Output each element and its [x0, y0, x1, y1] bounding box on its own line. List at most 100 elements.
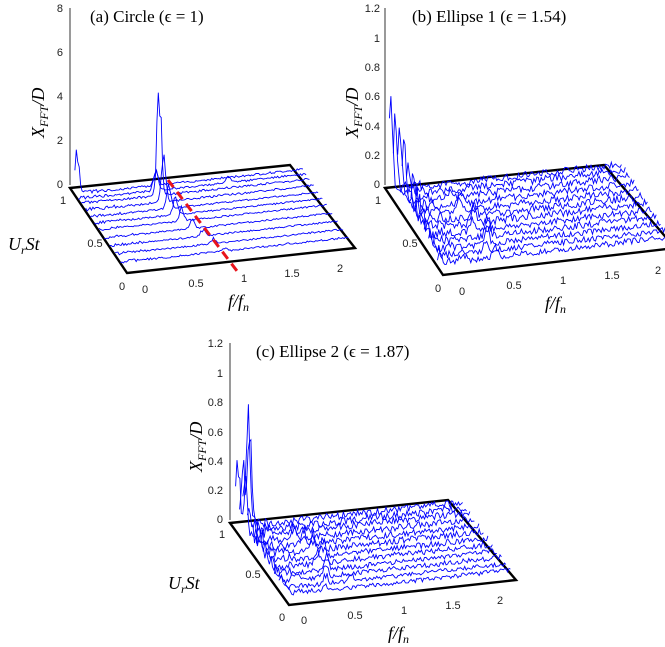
- spectrum-trace: [239, 438, 467, 535]
- panel-a-z-ticks: 8 6 4 2 0: [57, 3, 63, 191]
- panel-b-y-tick: 0.5: [402, 238, 417, 250]
- panel-a-xlabel: f/fn: [228, 291, 249, 314]
- spectrum-trace: [85, 154, 314, 212]
- spectrum-trace: [428, 219, 661, 254]
- panel-c-x-tick: 1.5: [445, 600, 460, 612]
- spectrum-trace: [419, 204, 652, 238]
- panel-a-y-tick: 0: [119, 281, 125, 293]
- panel-a-y-tick: 1: [60, 195, 66, 207]
- panel-c-xlabel: f/fn: [388, 623, 409, 646]
- panel-c-x-tick: 2: [497, 595, 503, 607]
- panel-a-x-tick: 1: [241, 273, 247, 285]
- panel-b-title: (b) Ellipse 1 (ϵ = 1.54): [412, 7, 566, 26]
- spectrum-trace: [78, 168, 307, 200]
- panel-b-z-tick: 0.6: [365, 91, 380, 103]
- panel-b-z-tick: 1: [374, 33, 380, 45]
- panel-b-x-tick: 0.5: [506, 280, 521, 292]
- panel-b-y-tick: 0: [435, 283, 441, 295]
- spectrum-trace: [94, 196, 323, 225]
- spectrum-trace: [242, 475, 471, 541]
- panel-a-x-tick: 0.5: [188, 278, 203, 290]
- panel-b-x-tick: 1.5: [604, 270, 619, 282]
- spectrum-trace: [246, 508, 475, 547]
- spectrum-trace: [283, 567, 511, 596]
- spectrum-trace: [401, 139, 635, 212]
- panel-b-traces: [388, 96, 665, 266]
- panel-a-z-tick: 8: [57, 3, 63, 15]
- panel-b-x-tick: 0: [459, 286, 465, 298]
- panel-c-y-tick: 0.5: [245, 569, 260, 581]
- panel-b-y-ticks: 0 0.5 1: [375, 195, 441, 295]
- panel-c-z-tick: 0.8: [208, 397, 223, 409]
- panel-b-z-tick: 0.4: [365, 121, 380, 133]
- panel-c-z-tick: 0.2: [208, 485, 223, 497]
- spectrum-trace: [104, 212, 333, 240]
- panel-c-ylabel: UrSt: [168, 573, 201, 596]
- panel-c-y-ticks: 0 0.5 1: [219, 529, 285, 624]
- panel-a-y-ticks: 0 0.5 1: [60, 195, 125, 293]
- panel-c-z-tick: 0.6: [208, 427, 223, 439]
- panel-b-x-tick: 1: [560, 275, 566, 287]
- panel-c-z-ticks: 1.2 1 0.8 0.6 0.4 0.2 0: [208, 338, 223, 526]
- panel-c-x-tick: 0: [301, 615, 307, 627]
- panel-a-z-tick: 2: [57, 135, 63, 147]
- panel-a-title: (a) Circle (ϵ = 1): [90, 7, 204, 26]
- spectrum-trace: [114, 228, 344, 256]
- spectrum-trace: [410, 173, 644, 226]
- panel-c-z-tick: 0.4: [208, 456, 223, 468]
- panel-a-x-tick: 0: [142, 284, 148, 296]
- spectrum-trace: [265, 541, 493, 572]
- spectrum-trace: [81, 92, 310, 205]
- panel-b-ellipse-1: 1.2 1 0.8 0.6 0.4 0.2 0 (b) Ellipse 1 (ϵ…: [342, 3, 665, 316]
- panel-a-z-tick: 0: [57, 179, 63, 191]
- panel-a-x-tick: 2: [337, 263, 343, 275]
- panel-c-traces: [235, 404, 511, 596]
- panel-b-z-tick: 0.8: [365, 62, 380, 74]
- panel-c-y-tick: 1: [219, 529, 225, 541]
- panel-b-zlabel: XFFT/D: [342, 88, 365, 139]
- spectrum-trace: [255, 521, 484, 559]
- panel-b-z-tick: 0: [374, 179, 380, 191]
- spectrum-trace: [406, 162, 639, 220]
- spectrum-trace: [437, 235, 665, 266]
- panel-a-base-plane: [67, 163, 358, 275]
- panel-b-x-tick: 2: [655, 265, 661, 277]
- spectrum-trace: [388, 96, 622, 194]
- panel-a-dashed-annotation: [166, 179, 239, 272]
- panel-c-x-ticks: 0 0.5 1 1.5 2: [301, 595, 503, 627]
- spectrum-trace: [432, 226, 665, 260]
- panel-b-z-tick: 1.2: [365, 3, 380, 15]
- panel-c-zlabel: XFFT/D: [186, 422, 209, 473]
- panel-a-x-ticks: 0 0.5 1 1.5 2: [142, 263, 343, 296]
- spectrum-trace: [98, 203, 327, 231]
- panel-c-z-tick: 0: [217, 514, 223, 526]
- panel-a-z-tick: 4: [57, 91, 63, 103]
- spectrum-trace: [269, 548, 497, 577]
- spectrum-trace: [414, 183, 648, 232]
- panel-c-ellipse-2: 1.2 1 0.8 0.6 0.4 0.2 0 (c) Ellipse 2 (ϵ…: [168, 338, 519, 646]
- panel-a-zlabel: XFFT/D: [28, 88, 51, 139]
- panel-c-z-tick: 1: [217, 368, 223, 380]
- spectrum-trace: [260, 529, 489, 565]
- panel-c-x-tick: 1: [401, 605, 407, 617]
- spectrum-trace: [74, 149, 303, 195]
- panel-a-z-tick: 6: [57, 47, 63, 59]
- spectrum-trace: [392, 113, 626, 197]
- panel-a-circle: 8 6 4 2 0 (a) Circle (ϵ = 1) XFFT/D 0 0.…: [8, 3, 358, 314]
- panel-a-x-tick: 1.5: [284, 268, 299, 280]
- panel-c-z-tick: 1.2: [208, 338, 223, 350]
- panel-c-base-plane: [227, 498, 519, 607]
- panel-b-xlabel: f/fn: [545, 293, 566, 316]
- spectrum-trace: [251, 519, 480, 552]
- panel-c-y-tick: 0: [279, 612, 285, 624]
- panel-b-y-tick: 1: [375, 195, 381, 207]
- panel-c-title: (c) Ellipse 2 (ϵ = 1.87): [256, 342, 409, 361]
- spectrum-trace: [397, 127, 630, 206]
- panel-a-ylabel: UrSt: [8, 234, 41, 257]
- spectrum-trace: [278, 561, 507, 591]
- spectrum-trace: [109, 220, 338, 248]
- panel-c-x-tick: 0.5: [347, 610, 362, 622]
- panel-b-z-ticks: 1.2 1 0.8 0.6 0.4 0.2 0: [365, 3, 380, 191]
- spectrum-trace: [235, 404, 463, 528]
